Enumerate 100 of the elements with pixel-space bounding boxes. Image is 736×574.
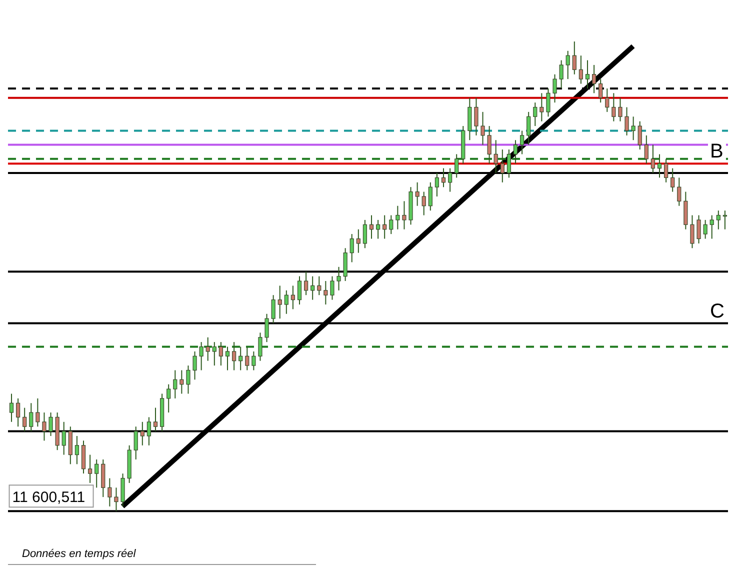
candlestick [81, 440, 86, 474]
candlestick [271, 294, 276, 324]
candlestick [684, 191, 688, 230]
candlestick [284, 290, 288, 314]
candlestick [343, 248, 348, 282]
candlestick [252, 350, 256, 371]
candlestick [592, 64, 596, 94]
candlestick [644, 134, 648, 164]
candlestick [356, 228, 360, 254]
candlestick [612, 92, 616, 122]
ref-line-label: B [710, 140, 724, 163]
candlestick [578, 55, 584, 84]
candlestick [310, 276, 315, 300]
annotation: 11 600,511 [12, 489, 86, 506]
candlestick [696, 214, 701, 244]
candlestick [192, 350, 197, 380]
candlestick [506, 149, 512, 178]
candlestick [716, 210, 720, 230]
candlestick [448, 168, 452, 192]
candlestick [552, 74, 557, 104]
candlestick [500, 149, 504, 183]
candlestick [29, 402, 34, 432]
candlestick [546, 88, 550, 118]
candlestick [677, 177, 682, 206]
candlestick [22, 407, 27, 432]
candlestick [258, 332, 262, 362]
candlestick [382, 214, 387, 240]
candlestick [16, 398, 20, 428]
candlestick [631, 116, 636, 141]
candlestick [572, 40, 576, 75]
candlestick [336, 266, 341, 291]
candlestick [605, 88, 610, 112]
candlestick [402, 200, 406, 230]
candlestick [710, 214, 714, 240]
candlestick [540, 92, 544, 122]
candlestick [670, 168, 675, 192]
candlestick [173, 370, 178, 399]
candlestick [428, 182, 432, 212]
candlestick [664, 158, 668, 183]
candlestick [454, 154, 459, 178]
candlestick [566, 50, 570, 80]
candlestick [722, 210, 728, 230]
candlestick [598, 78, 603, 104]
candlestick [618, 97, 622, 122]
candlestick [62, 421, 66, 456]
candlestick [415, 182, 420, 206]
candlestick [186, 365, 190, 394]
candlestick [526, 111, 531, 146]
candlestick [389, 214, 394, 235]
candlestick [225, 346, 230, 371]
candlestick [101, 458, 106, 498]
candlestick [232, 342, 236, 371]
candlestick [238, 346, 243, 371]
candlestick [180, 370, 184, 394]
candlestick [350, 234, 354, 263]
candlestick [513, 140, 518, 164]
candlestick [487, 126, 492, 164]
candlestick [290, 285, 296, 310]
candlestick [48, 412, 53, 436]
candlestick [146, 416, 152, 446]
candlestick [650, 144, 656, 174]
candlestick [140, 421, 144, 446]
candlestick [703, 219, 708, 240]
candlestick [9, 393, 14, 422]
candlestick [474, 97, 478, 136]
candlestick [36, 398, 40, 428]
ref-line-label: C [710, 300, 724, 322]
candlestick [441, 168, 446, 188]
candlestick [434, 172, 440, 197]
candlestick [245, 346, 250, 371]
candlestick [480, 111, 485, 146]
candlestick [396, 205, 400, 230]
candlestick [330, 276, 334, 300]
candlestick [422, 191, 426, 216]
candlestick [624, 106, 629, 136]
candlestick [153, 407, 158, 432]
candlestick [134, 426, 138, 460]
candlestick [690, 214, 694, 249]
candlestick [166, 384, 171, 413]
candlestick [304, 271, 308, 296]
candlestick [297, 276, 302, 305]
candlestick [369, 214, 374, 240]
candlestick [494, 140, 498, 174]
candlestick [638, 120, 642, 150]
candlestick [212, 342, 216, 366]
candlestick [68, 426, 72, 465]
candlestick [42, 412, 46, 442]
candlestick [324, 280, 328, 305]
candlestick [264, 313, 269, 343]
candlestick [108, 478, 112, 507]
candlestick [278, 285, 282, 320]
candlestick [206, 336, 210, 362]
candlestick [657, 154, 662, 178]
candlestick [199, 342, 204, 371]
candlestick [559, 60, 564, 89]
candlestick [88, 454, 92, 484]
text: Données en temps réel [8, 544, 316, 565]
candlestick [74, 435, 80, 465]
candlestick [533, 102, 538, 127]
candlestick [94, 458, 99, 488]
